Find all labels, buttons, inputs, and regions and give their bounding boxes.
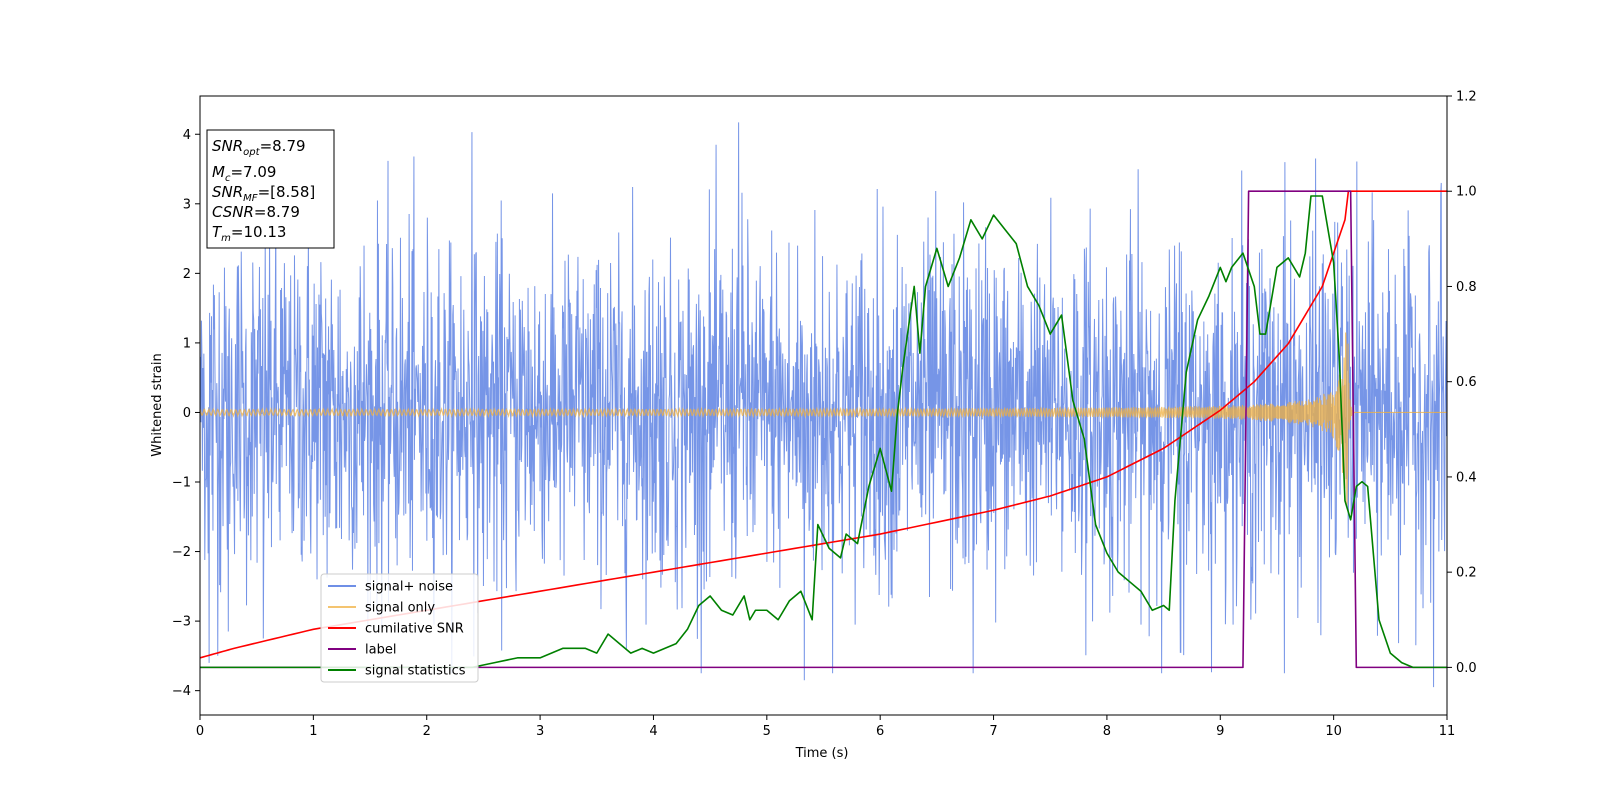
x-tick-label: 8 xyxy=(1103,724,1111,739)
y2-tick-label: 1.0 xyxy=(1456,185,1477,200)
y-tick-label: 2 xyxy=(183,267,191,282)
series-label xyxy=(200,190,1447,669)
y-tick-label: −2 xyxy=(172,545,191,560)
series-signal-statistics xyxy=(200,195,1447,669)
x-tick-label: 3 xyxy=(536,724,544,739)
legend-frame xyxy=(320,573,479,683)
x-tick-label: 2 xyxy=(423,724,431,739)
y-axis-label: Whitened strain xyxy=(150,353,165,456)
y-tick-label: 3 xyxy=(183,197,191,212)
legend-entry: signal only xyxy=(365,601,435,616)
annotation-line: SNRMF=[8.58] xyxy=(212,183,315,204)
y2-tick-label: 0.2 xyxy=(1456,566,1477,581)
legend: signal+ noise signal only cumilative SNR la… xyxy=(320,573,479,683)
x-tick-label: 0 xyxy=(196,724,204,739)
legend-entry: signal statistics xyxy=(365,664,466,679)
annotation-line: Tm=10.13 xyxy=(212,223,286,244)
x-tick-label: 6 xyxy=(876,724,884,739)
y-tick-label: 0 xyxy=(183,406,191,421)
y2-tick-label: 0.4 xyxy=(1456,470,1477,485)
y-tick-label: −4 xyxy=(172,684,191,699)
x-tick-label: 5 xyxy=(763,724,771,739)
y2-tick-label: 1.2 xyxy=(1456,90,1477,105)
annotation-line: Mc=7.09 xyxy=(212,163,276,184)
y-tick-label: −1 xyxy=(172,476,191,491)
legend-entry: signal+ noise xyxy=(365,580,453,595)
y-tick-label: −3 xyxy=(172,615,191,630)
y-tick-label: 1 xyxy=(183,336,191,351)
axis-ticks: 0 1 2 3 4 5 6 7 8 9 10 1143210−1−2−3−41.21.00.80.60… xyxy=(172,90,1477,740)
legend-entry: label xyxy=(365,643,396,658)
x-tick-label: 11 xyxy=(1439,724,1456,739)
annotation-line: CSNR=8.79 xyxy=(212,203,300,221)
x-tick-label: 10 xyxy=(1325,724,1342,739)
legend-entry: cumilative SNR xyxy=(365,622,464,637)
y-tick-label: 4 xyxy=(183,128,191,143)
annotation-frame xyxy=(206,129,335,249)
x-tick-label: 1 xyxy=(309,724,317,739)
y2-tick-label: 0.8 xyxy=(1456,280,1477,295)
axes-frame xyxy=(199,95,1448,716)
x-tick-label: 4 xyxy=(649,724,657,739)
annotation-line: SNRopt=8.79 xyxy=(212,137,306,158)
x-tick-label: 9 xyxy=(1216,724,1224,739)
series-signal-only xyxy=(200,332,1447,507)
y2-tick-label: 0.0 xyxy=(1456,661,1477,676)
x-axis-label: Time (s) xyxy=(795,746,849,761)
x-tick-label: 7 xyxy=(989,724,997,739)
y2-tick-label: 0.6 xyxy=(1456,375,1477,390)
series-signal-noise xyxy=(200,122,1447,688)
